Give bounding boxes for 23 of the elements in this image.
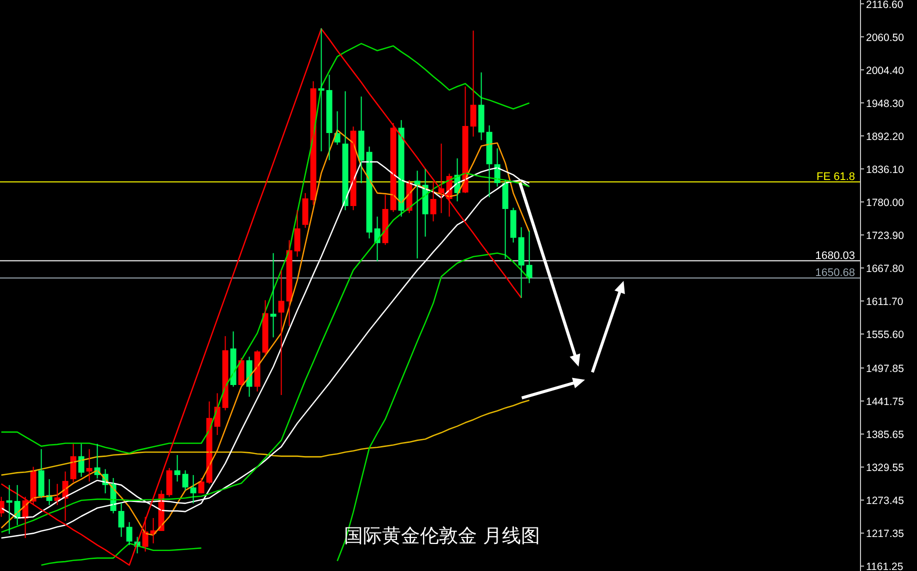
y-tick-label: 1780.00 bbox=[866, 196, 904, 209]
y-tick-label: 1217.35 bbox=[866, 528, 904, 540]
y-tick-label: 1667.80 bbox=[866, 262, 904, 275]
ref-line-label: FE 61.8 bbox=[816, 170, 855, 183]
y-tick-label: 2004.40 bbox=[866, 64, 904, 77]
line-series bbox=[0, 42, 530, 454]
y-tick-label: 1329.55 bbox=[866, 462, 904, 474]
ref-line-label: 1650.68 bbox=[815, 267, 855, 280]
y-tick-label: 1497.85 bbox=[866, 363, 904, 375]
y-tick-label: 1441.75 bbox=[866, 396, 904, 408]
ref-line-label: 1680.03 bbox=[815, 250, 855, 262]
y-tick-label: 1948.30 bbox=[866, 98, 904, 110]
y-tick-label: 1385.65 bbox=[866, 429, 904, 442]
line-series bbox=[0, 28, 522, 566]
y-tick-label: 1161.25 bbox=[866, 561, 904, 571]
y-tick-label: 1555.60 bbox=[866, 329, 904, 342]
y-tick-label: 2060.50 bbox=[866, 32, 904, 44]
y-tick-label: 1723.90 bbox=[866, 230, 904, 242]
y-tick-label: 1273.45 bbox=[866, 495, 904, 508]
y-tick-label: 2116.60 bbox=[866, 0, 904, 11]
y-tick-label: 1611.70 bbox=[866, 296, 904, 308]
y-tick-label: 1892.20 bbox=[866, 130, 904, 143]
y-tick-label: 1836.10 bbox=[866, 164, 904, 176]
